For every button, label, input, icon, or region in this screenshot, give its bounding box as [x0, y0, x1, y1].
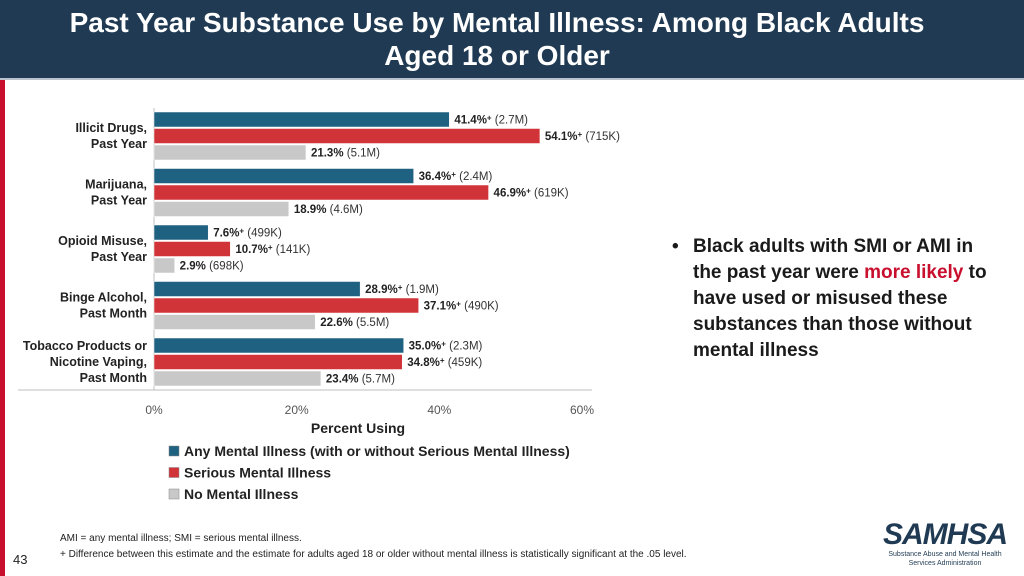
legend-label-0: Any Mental Illness (with or without Seri… — [184, 443, 570, 459]
key-finding-bullet: • Black adults with SMI or AMI in the pa… — [672, 234, 1002, 364]
bar-label-2-4: 23.4% (5.7M) — [326, 374, 395, 386]
x-tick-label-3: 60% — [570, 403, 594, 417]
legend-label-2: No Mental Illness — [184, 486, 299, 502]
bar-ami-4 — [153, 337, 404, 354]
bar-label-1-0: 54.1%+ (715K) — [545, 130, 620, 143]
legend-label-1: Serious Mental Illness — [184, 465, 331, 481]
category-label-4-0: Tobacco Products or — [23, 339, 147, 353]
bar-smi-3 — [153, 297, 419, 314]
category-label-3-1: Past Month — [80, 307, 147, 321]
footnotes: AMI = any mental illness; SMI = serious … — [60, 531, 687, 563]
bar-ami-1 — [153, 168, 414, 184]
bar-ami-0 — [153, 111, 450, 128]
bar-none-0 — [153, 144, 307, 161]
x-axis-title: Percent Using — [311, 420, 405, 436]
x-tick-label-0: 0% — [145, 403, 163, 417]
x-tick-label-2: 40% — [427, 403, 451, 417]
slide-title: Past Year Substance Use by Mental Illnes… — [30, 6, 964, 72]
bar-smi-4 — [153, 354, 403, 370]
legend-swatch-2 — [168, 488, 180, 500]
samhsa-wordmark: SAMHSA — [882, 518, 1008, 551]
category-label-0-1: Past Year — [91, 137, 147, 151]
slide-header: Past Year Substance Use by Mental Illnes… — [0, 0, 1024, 80]
bar-none-4 — [153, 370, 322, 387]
category-label-1-0: Marijuana, — [85, 178, 147, 192]
bar-label-2-1: 18.9% (4.6M) — [294, 204, 363, 216]
bar-label-1-2: 10.7%+ (141K) — [235, 243, 310, 256]
samhsa-logo-line-2: Services Administration — [908, 560, 982, 567]
bullet-dot-icon: • — [672, 236, 679, 257]
bar-label-0-0: 41.4%+ (2.7M) — [454, 114, 528, 127]
bar-label-2-2: 2.9% (698K) — [180, 261, 244, 273]
key-finding-text-start: Black adults with SMI or AMI in the past… — [693, 236, 974, 283]
bar-label-2-3: 22.6% (5.5M) — [320, 317, 389, 329]
samhsa-logo: SAMHSA Substance Abuse and Mental Health… — [880, 520, 1010, 568]
category-label-4-2: Past Month — [80, 371, 147, 385]
legend-swatch-1 — [168, 467, 180, 478]
bar-smi-0 — [153, 128, 541, 144]
bar-label-0-2: 7.6%+ (499K) — [213, 227, 282, 240]
bar-label-1-1: 46.9%+ (619K) — [494, 187, 569, 200]
category-label-0-0: Illicit Drugs, — [75, 121, 147, 135]
category-label-2-0: Opioid Misuse, — [58, 234, 147, 248]
legend-swatch-0 — [168, 445, 180, 457]
slide-title-line-1: Past Year Substance Use by Mental Illnes… — [69, 7, 925, 38]
footnote-significance: + Difference between this estimate and t… — [60, 549, 687, 560]
x-tick-label-1: 20% — [285, 403, 309, 417]
key-finding-highlight: more likely — [864, 262, 964, 283]
bar-label-0-1: 36.4%+ (2.4M) — [419, 170, 493, 183]
category-label-2-1: Past Year — [91, 250, 147, 264]
bar-label-1-3: 37.1%+ (490K) — [424, 300, 499, 313]
bar-none-1 — [153, 201, 290, 217]
bar-ami-2 — [153, 224, 209, 241]
bar-none-2 — [153, 257, 175, 274]
category-label-1-1: Past Year — [91, 194, 147, 208]
bar-label-0-4: 35.0%+ (2.3M) — [409, 340, 483, 353]
bar-ami-3 — [153, 281, 361, 297]
samhsa-logo-line-1: Substance Abuse and Mental Health — [888, 551, 1002, 558]
bar-label-0-3: 28.9%+ (1.9M) — [365, 283, 439, 296]
category-label-3-0: Binge Alcohol, — [60, 291, 147, 305]
key-finding-text-end: to have used or misused these substances… — [693, 262, 987, 361]
bar-label-2-0: 21.3% (5.1M) — [311, 148, 380, 160]
bar-smi-2 — [153, 241, 231, 257]
bar-smi-1 — [153, 184, 489, 201]
key-finding-text: Black adults with SMI or AMI in the past… — [693, 234, 1002, 364]
page-number: 43 — [13, 552, 28, 567]
left-accent-bar — [0, 0, 5, 576]
footnote-abbreviations: AMI = any mental illness; SMI = serious … — [60, 533, 302, 544]
category-label-4-1: Nicotine Vaping, — [50, 355, 147, 369]
bar-label-1-4: 34.8%+ (459K) — [407, 356, 482, 369]
bar-none-3 — [153, 314, 316, 330]
slide-title-line-2: Aged 18 or Older — [384, 40, 610, 71]
